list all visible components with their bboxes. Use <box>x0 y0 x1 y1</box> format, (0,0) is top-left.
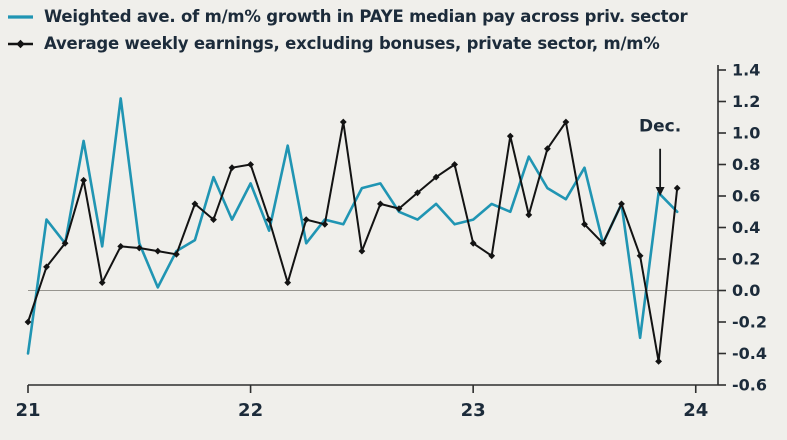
series-marker-diamond <box>247 161 254 168</box>
series-marker-diamond <box>395 205 403 212</box>
x-tick-label: 21 <box>15 400 40 421</box>
y-tick-label: -0.6 <box>732 376 767 395</box>
y-tick-label: 1.0 <box>732 124 760 143</box>
series-marker-diamond <box>321 220 329 228</box>
x-tick-label: 23 <box>461 400 486 421</box>
series-marker-diamond <box>228 164 236 172</box>
series-marker-diamond <box>414 189 421 197</box>
series-marker-diamond <box>488 252 496 260</box>
series-marker-diamond <box>506 132 514 140</box>
series-marker-diamond <box>377 200 384 208</box>
series-marker-diamond <box>673 184 681 192</box>
legend-item-paye: Weighted ave. of m/m% growth in PAYE med… <box>6 7 688 26</box>
black-line-diamond-legend-icon <box>8 39 33 48</box>
series-marker-diamond <box>469 239 477 247</box>
series-marker-diamond <box>61 239 69 247</box>
series-marker-diamond <box>265 216 273 223</box>
series-marker-diamond <box>432 173 440 181</box>
legend-label-paye: Weighted ave. of m/m% growth in PAYE med… <box>44 7 688 26</box>
series-marker-diamond <box>284 279 292 286</box>
legend-item-awe: Average weekly earnings, excluding bonus… <box>6 34 687 53</box>
y-tick-label: 1.2 <box>732 92 760 111</box>
series-marker-diamond <box>98 279 106 286</box>
series-marker-diamond <box>302 216 310 223</box>
series-marker-diamond <box>154 247 162 255</box>
y-tick-label: 0.0 <box>732 281 760 300</box>
y-tick-label: -0.2 <box>732 313 767 332</box>
y-tick-label: 0.6 <box>732 187 760 206</box>
series-marker-diamond <box>24 318 32 326</box>
series-marker-diamond <box>43 263 50 271</box>
series-marker-diamond <box>562 118 570 126</box>
y-tick-label: 0.4 <box>732 218 760 237</box>
x-tick-label: 22 <box>238 400 263 421</box>
series-marker-diamond <box>544 145 551 153</box>
series-paye-median-pay <box>26 97 679 355</box>
series-marker-diamond <box>451 161 458 168</box>
legend: Weighted ave. of m/m% growth in PAYE med… <box>6 7 688 53</box>
series-awe-ex-bonuses <box>27 121 679 363</box>
series-marker-diamond <box>618 200 625 208</box>
series-marker-diamond <box>80 176 87 184</box>
series-marker-diamond <box>210 216 217 223</box>
series-marker-diamond <box>358 247 366 255</box>
series-marker-diamond <box>135 244 143 252</box>
series-marker-diamond <box>636 252 644 260</box>
y-tick-label: -0.4 <box>732 344 767 363</box>
series-marker-diamond <box>173 250 180 258</box>
series-marker-diamond <box>525 211 533 219</box>
annotation-arrowhead <box>655 187 665 196</box>
series-marker-diamond <box>655 358 662 365</box>
x-tick-label: 24 <box>683 400 708 421</box>
series-marker-diamond <box>581 220 588 228</box>
series-marker-diamond <box>339 118 347 126</box>
series-marker-diamond <box>191 200 199 208</box>
y-tick-label: 1.4 <box>732 61 760 80</box>
annotation-label: Dec. <box>639 116 681 136</box>
legend-label-awe: Average weekly earnings, excluding bonus… <box>44 34 660 53</box>
y-tick-label: 0.2 <box>732 250 760 269</box>
series-marker-diamond <box>117 243 125 250</box>
y-tick-label: 0.8 <box>732 155 760 174</box>
series-marker-diamond <box>599 239 607 247</box>
teal-line-legend-icon <box>8 14 33 19</box>
